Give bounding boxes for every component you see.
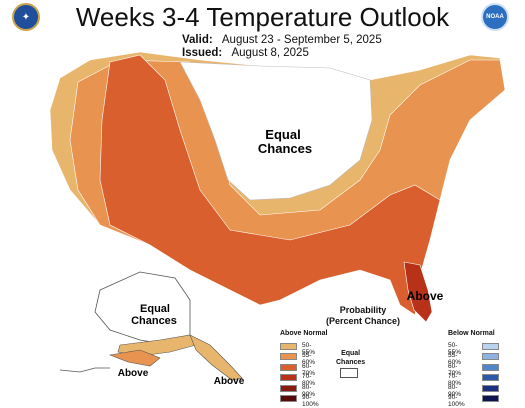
equal-chances-conus-label-1: Equal	[265, 127, 300, 142]
legend-above-range: 80-90%	[302, 383, 316, 398]
legend-below-range: 90-100%	[448, 394, 465, 408]
issued-label: Issued:	[182, 47, 223, 59]
legend-above-range: 50-55%	[302, 342, 316, 356]
legend-below-swatch	[482, 353, 499, 361]
legend-below-swatch	[482, 374, 499, 382]
above-ak-south-label: Above	[118, 368, 149, 379]
valid-value: August 23 - September 5, 2025	[221, 34, 382, 46]
legend-below-range: 60-70%	[448, 362, 462, 377]
legend-below-swatch	[482, 384, 499, 392]
legend-below-range: 70-80%	[448, 373, 462, 388]
conus-70-80-region	[403, 261, 433, 323]
legend-above-range: 90-100%	[302, 394, 319, 408]
issued-value: August 8, 2025	[231, 47, 309, 59]
legend-below-range: 55-60%	[448, 352, 462, 367]
legend-above-swatch	[280, 395, 297, 402]
legend-above-range: 55-60%	[302, 352, 316, 367]
legend-below-swatch	[482, 343, 499, 350]
equal-chances-ak-label-2: Chances	[131, 315, 177, 327]
valid-label: Valid:	[182, 34, 213, 46]
issued-line: Issued: August 8, 2025	[182, 47, 309, 59]
page-title: Weeks 3-4 Temperature Outlook	[75, 2, 450, 32]
legend-below-range: 80-90%	[448, 383, 462, 398]
legend-above-swatch	[280, 353, 297, 361]
legend-above-swatch	[280, 343, 297, 350]
above-florida-label: Above	[407, 289, 444, 303]
alaska-panhandle-region	[189, 334, 243, 381]
conus-60-70-region	[99, 54, 441, 316]
alaska-south-above-region	[108, 349, 161, 367]
legend-equal-chances-swatch	[340, 368, 358, 378]
legend: Probability (Percent Chance) Above Norma…	[280, 305, 520, 408]
legend-below-header: Below Normal	[448, 330, 495, 337]
legend-above-header: Above Normal	[280, 330, 328, 337]
doc-seal-icon: ✦	[12, 3, 40, 31]
legend-below-swatch	[482, 363, 499, 371]
noaa-logo-icon: NOAA	[481, 3, 509, 31]
equal-chances-conus-label-2: Chances	[258, 141, 312, 156]
conus-equal-chances-region	[179, 61, 373, 201]
legend-below-range: 50-55%	[448, 342, 462, 356]
valid-line: Valid: August 23 - September 5, 2025	[182, 34, 382, 46]
legend-above-swatch	[280, 374, 297, 382]
legend-below-swatch	[482, 395, 499, 402]
above-ak-se-label: Above	[214, 376, 245, 387]
legend-above-swatch	[280, 384, 297, 392]
legend-equal-chances-label: Equal Chances	[336, 350, 366, 366]
legend-title: Probability (Percent Chance)	[325, 305, 401, 326]
legend-above-swatch	[280, 363, 297, 371]
legend-above-range: 60-70%	[302, 362, 316, 377]
equal-chances-ak-label-1: Equal	[140, 303, 170, 315]
alaska-aleutians	[59, 367, 110, 373]
legend-above-range: 70-80%	[302, 373, 316, 388]
